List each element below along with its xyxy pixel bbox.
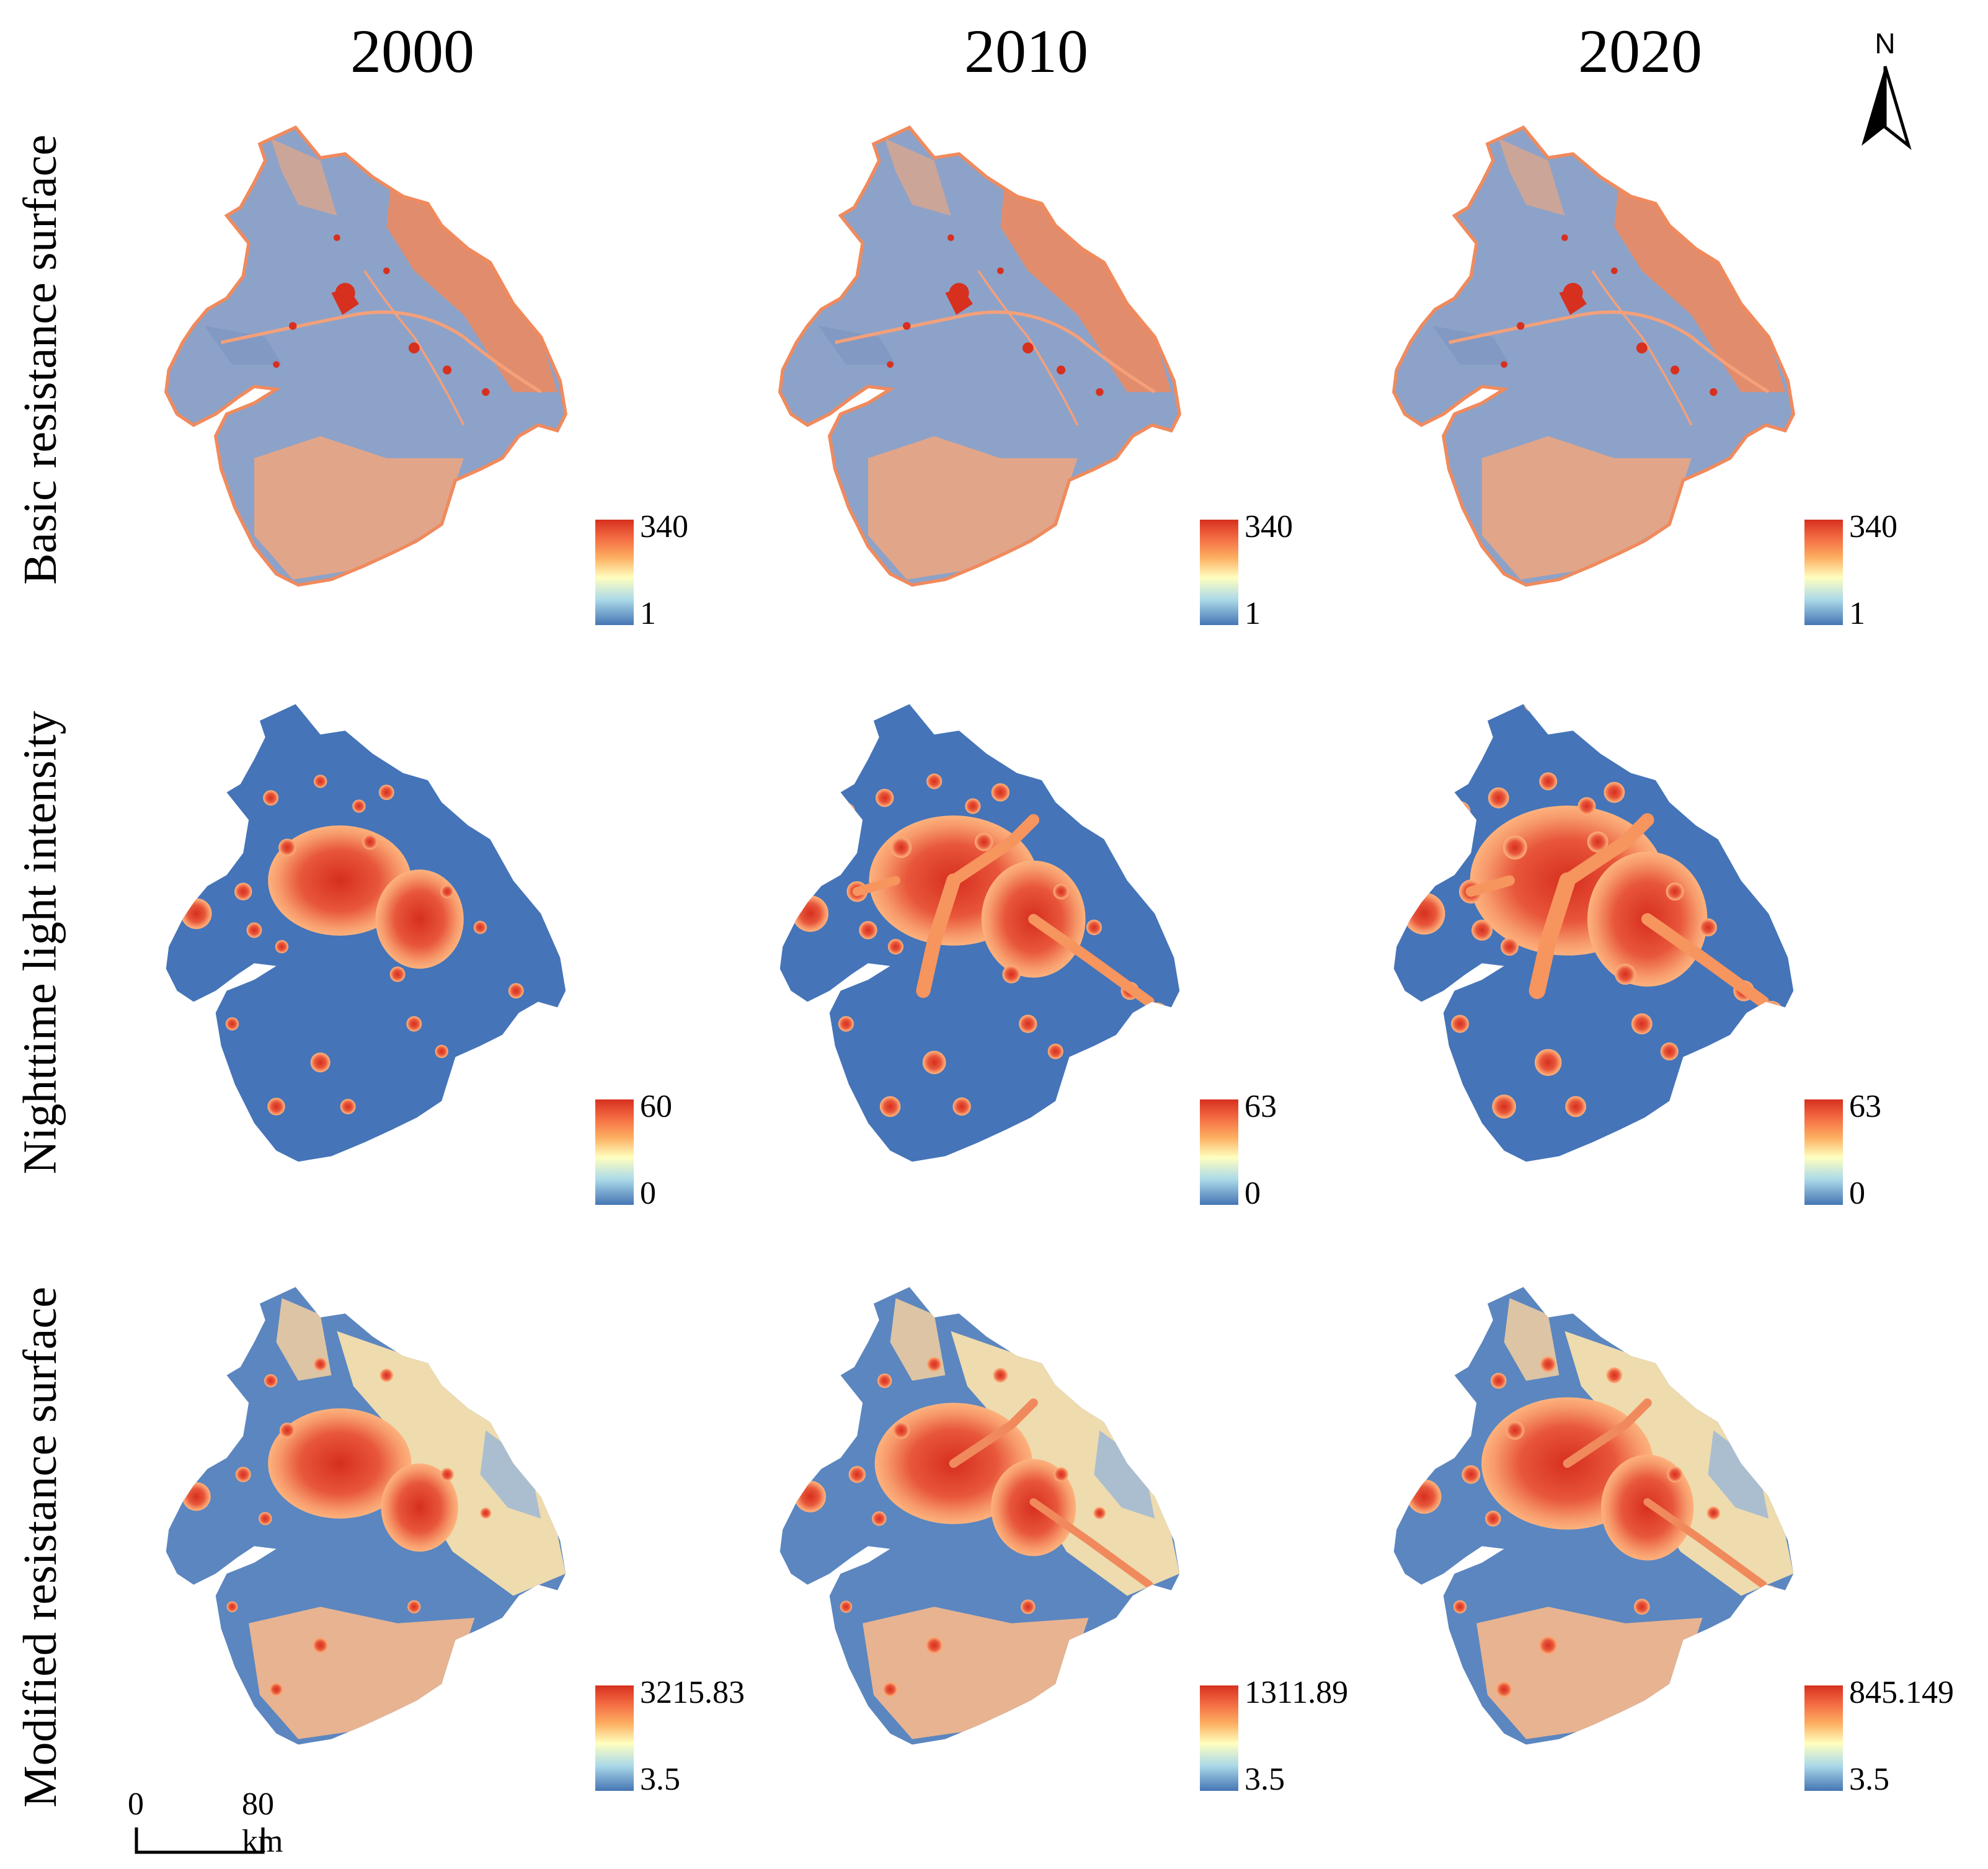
legend-color-ramp [595, 1099, 634, 1205]
legend-nighttime-light-2020: 63 0 [1804, 1088, 1966, 1212]
legend-color-ramp [1804, 520, 1843, 625]
legend-max: 3215.83 [640, 1675, 745, 1710]
legend-modified-resistance-2010: 1311.89 3.5 [1200, 1674, 1361, 1798]
legend-min: 0 [640, 1176, 656, 1211]
map-modified-resistance-2020 [1393, 1287, 1794, 1745]
legend-nighttime-light-2000: 60 0 [595, 1088, 757, 1212]
map-nighttime-light-2020 [1393, 704, 1794, 1162]
legend-min: 1 [640, 596, 656, 631]
legend-max: 60 [640, 1089, 672, 1124]
scale-bar-line [135, 1827, 265, 1854]
north-label: N [1875, 27, 1896, 60]
legend-basic-resistance-2020: 340 1 [1804, 508, 1966, 633]
map-modified-resistance-2000 [166, 1287, 566, 1745]
legend-basic-resistance-2010: 340 1 [1200, 508, 1361, 633]
legend-color-ramp [1804, 1685, 1843, 1791]
legend-color-ramp [1804, 1099, 1843, 1205]
legend-max: 63 [1245, 1089, 1277, 1124]
legend-color-ramp [1200, 520, 1238, 625]
legend-nighttime-light-2010: 63 0 [1200, 1088, 1361, 1212]
legend-min: 0 [1849, 1176, 1865, 1211]
legend-max: 340 [1245, 509, 1293, 544]
map-modified-resistance-2010 [779, 1287, 1180, 1745]
legend-color-ramp [1200, 1099, 1238, 1205]
column-title-2010: 2010 [964, 17, 1088, 86]
legend-min: 3.5 [1849, 1762, 1889, 1797]
legend-color-ramp [595, 1685, 634, 1791]
map-nighttime-light-2010 [779, 704, 1180, 1162]
legend-color-ramp [595, 520, 634, 625]
legend-basic-resistance-2000: 340 1 [595, 508, 757, 633]
scale-bar-start-label: 0 [128, 1787, 144, 1822]
row-title-modified-resistance: Modified resistance surface [14, 1287, 67, 1808]
legend-min: 0 [1245, 1176, 1261, 1211]
map-basic-resistance-2000 [164, 125, 567, 587]
north-arrow: N [1848, 28, 1922, 152]
legend-max: 340 [640, 509, 688, 544]
legend-modified-resistance-2000: 3215.83 3.5 [595, 1674, 757, 1798]
row-title-basic-resistance: Basic resistance surface [14, 135, 67, 585]
row-title-nighttime-light: Nighttime light intensity [14, 711, 66, 1174]
legend-modified-resistance-2020: 845.149 3.5 [1804, 1674, 1966, 1798]
map-nighttime-light-2000 [166, 704, 566, 1162]
legend-max: 845.149 [1849, 1675, 1954, 1710]
north-arrow-icon [1862, 66, 1912, 150]
legend-max: 1311.89 [1245, 1675, 1349, 1710]
column-title-2020: 2020 [1578, 17, 1702, 86]
legend-min: 1 [1245, 596, 1261, 631]
legend-min: 1 [1849, 596, 1865, 631]
legend-min: 3.5 [1245, 1762, 1285, 1797]
legend-max: 340 [1849, 509, 1897, 544]
legend-min: 3.5 [640, 1762, 680, 1797]
legend-max: 63 [1849, 1089, 1881, 1124]
scale-bar: 0 80 km [124, 1786, 310, 1860]
map-basic-resistance-2020 [1392, 125, 1795, 587]
legend-color-ramp [1200, 1685, 1238, 1791]
map-basic-resistance-2010 [778, 125, 1181, 587]
column-title-2000: 2000 [350, 17, 474, 86]
